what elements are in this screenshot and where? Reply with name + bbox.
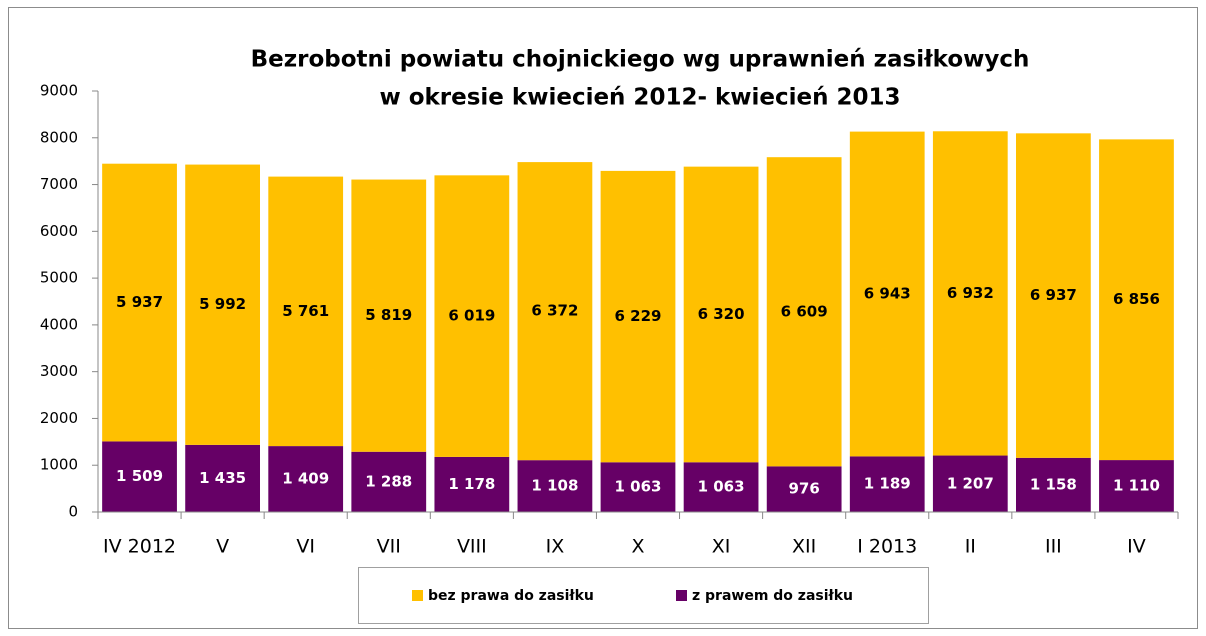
bar-segment [434, 456, 510, 512]
y-tick-label: 6000 [40, 222, 78, 240]
bar-segment [766, 157, 842, 467]
x-tick-label: VIII [457, 536, 487, 558]
bar-segment [849, 456, 925, 512]
value-label: 1 158 [1030, 475, 1077, 493]
bar-segment [185, 164, 260, 445]
bar-segment [102, 163, 177, 442]
x-tick-label: VII [377, 536, 401, 558]
value-label: 1 108 [531, 477, 578, 495]
bar-segment [517, 460, 593, 512]
bar-segment [683, 166, 759, 463]
bar-segment [268, 446, 344, 512]
bar-segment [434, 175, 510, 457]
x-tick-label: XI [712, 536, 731, 558]
bar-segment [185, 444, 260, 512]
bar-segment [351, 179, 427, 452]
bar-segment [351, 451, 427, 512]
value-label: 5 992 [199, 295, 246, 313]
bar-segment [102, 441, 177, 512]
y-tick-label: 2000 [40, 409, 78, 427]
value-label: 1 178 [448, 475, 495, 493]
legend-swatch [412, 590, 423, 601]
x-tick-label: IX [546, 536, 565, 558]
value-label: 1 288 [365, 472, 412, 490]
bar-segment [268, 176, 344, 447]
value-label: 6 609 [781, 302, 828, 320]
value-label: 1 435 [199, 469, 246, 487]
x-tick-label: V [216, 536, 229, 558]
y-tick-label: 4000 [40, 315, 78, 333]
bar-segment [932, 455, 1008, 512]
value-label: 6 856 [1113, 290, 1160, 308]
value-label: 1 207 [947, 474, 994, 492]
y-tick-label: 3000 [40, 362, 78, 380]
y-tick-label: 0 [68, 503, 78, 521]
value-label: 6 229 [615, 307, 662, 325]
y-tick-label: 1000 [40, 456, 78, 474]
y-tick-label: 9000 [40, 82, 78, 100]
chart-title: w okresie kwiecień 2012- kwiecień 2013 [379, 85, 900, 111]
bar-segment [1016, 457, 1091, 512]
value-label: 6 019 [448, 307, 495, 325]
value-label: 1 509 [116, 467, 163, 485]
value-label: 1 063 [615, 478, 662, 496]
x-tick-label: I 2013 [857, 536, 917, 558]
value-label: 5 761 [282, 302, 329, 320]
y-tick-label: 5000 [40, 269, 78, 287]
bar-segment [849, 131, 925, 457]
value-label: 6 372 [531, 302, 578, 320]
chart-title: Bezrobotni powiatu chojnickiego wg upraw… [251, 47, 1030, 73]
legend-label: bez prawa do zasiłku [428, 588, 594, 604]
value-label: 1 110 [1113, 477, 1160, 495]
bar-segment [932, 131, 1008, 456]
x-tick-label: III [1045, 536, 1062, 558]
value-label: 6 320 [698, 305, 745, 323]
bar-segment [683, 462, 759, 512]
x-tick-label: II [965, 536, 976, 558]
value-label: 976 [788, 480, 819, 498]
value-label: 1 409 [282, 470, 329, 488]
x-tick-label: VI [296, 536, 315, 558]
x-tick-label: IV [1127, 536, 1146, 558]
value-label: 5 819 [365, 306, 412, 324]
y-tick-label: 8000 [40, 128, 78, 146]
bar-segment [600, 170, 676, 463]
bar-segment [1016, 133, 1091, 458]
bar-segment [600, 462, 676, 512]
bar-segment [517, 162, 593, 461]
legend-box [358, 567, 929, 624]
bar-segment [766, 466, 842, 512]
value-label: 1 063 [698, 478, 745, 496]
bar-segment [1099, 139, 1174, 461]
y-tick-label: 7000 [40, 175, 78, 193]
value-label: 6 932 [947, 284, 994, 302]
x-tick-label: XII [792, 536, 816, 558]
value-label: 6 943 [864, 284, 911, 302]
legend-swatch [676, 590, 687, 601]
value-label: 5 937 [116, 293, 163, 311]
x-tick-label: IV 2012 [103, 536, 176, 558]
legend-label: z prawem do zasiłku [692, 588, 853, 604]
bar-segment [1099, 460, 1174, 512]
value-label: 1 189 [864, 475, 911, 493]
value-label: 6 937 [1030, 286, 1077, 304]
x-tick-label: X [631, 536, 644, 558]
